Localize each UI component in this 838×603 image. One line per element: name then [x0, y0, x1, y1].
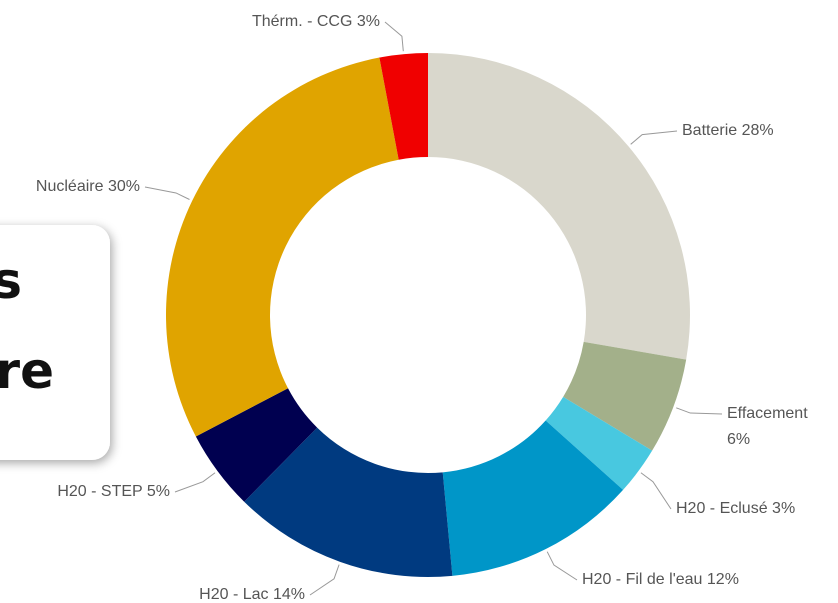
data-label: Thérm. - CCG 3%	[252, 13, 380, 30]
label-value: 3%	[357, 13, 380, 30]
card	[0, 225, 110, 460]
leader-line	[144, 186, 190, 200]
leader-line	[546, 551, 578, 581]
label-name: Thérm. - CCG	[252, 13, 352, 30]
label-value: 12%	[707, 571, 739, 588]
label-value: 6%	[727, 431, 750, 448]
leader-line	[384, 21, 404, 52]
label-value: 3%	[772, 500, 795, 517]
label-value: 14%	[273, 586, 305, 603]
slice	[563, 341, 687, 451]
label-name: Nucléaire	[36, 178, 104, 195]
slice	[442, 420, 624, 576]
data-label: H20 - Lac 14%	[199, 586, 305, 603]
label-name: Effacement	[727, 405, 808, 422]
label-value: 5%	[147, 483, 170, 500]
slice	[244, 427, 453, 577]
leader-line	[174, 472, 216, 493]
card-text: re	[0, 342, 54, 400]
label-value: 30%	[108, 178, 140, 195]
label-name: H20 - STEP	[57, 483, 142, 500]
label-value: 28%	[742, 122, 774, 139]
leader-line	[630, 130, 678, 145]
data-label: H20 - Fil de l'eau 12%	[582, 571, 739, 588]
label-name: Batterie	[682, 122, 737, 139]
leader-line	[640, 472, 672, 510]
card-text: s	[0, 252, 22, 310]
leader-line	[676, 407, 723, 415]
data-label: H20 - Eclusé 3%	[676, 500, 795, 517]
slice	[545, 396, 653, 490]
slice	[165, 57, 399, 437]
data-label: Effacement 6%	[727, 405, 808, 448]
slice	[379, 53, 428, 160]
data-label: Batterie 28%	[682, 122, 774, 139]
label-name: H20 - Eclusé	[676, 500, 768, 517]
data-label: Nucléaire 30%	[36, 178, 140, 195]
label-name: H20 - Fil de l'eau	[582, 571, 702, 588]
leader-line	[309, 564, 340, 596]
slice	[195, 388, 318, 502]
data-label: H20 - STEP 5%	[57, 483, 170, 500]
slice	[428, 53, 691, 360]
label-name: H20 - Lac	[199, 586, 268, 603]
